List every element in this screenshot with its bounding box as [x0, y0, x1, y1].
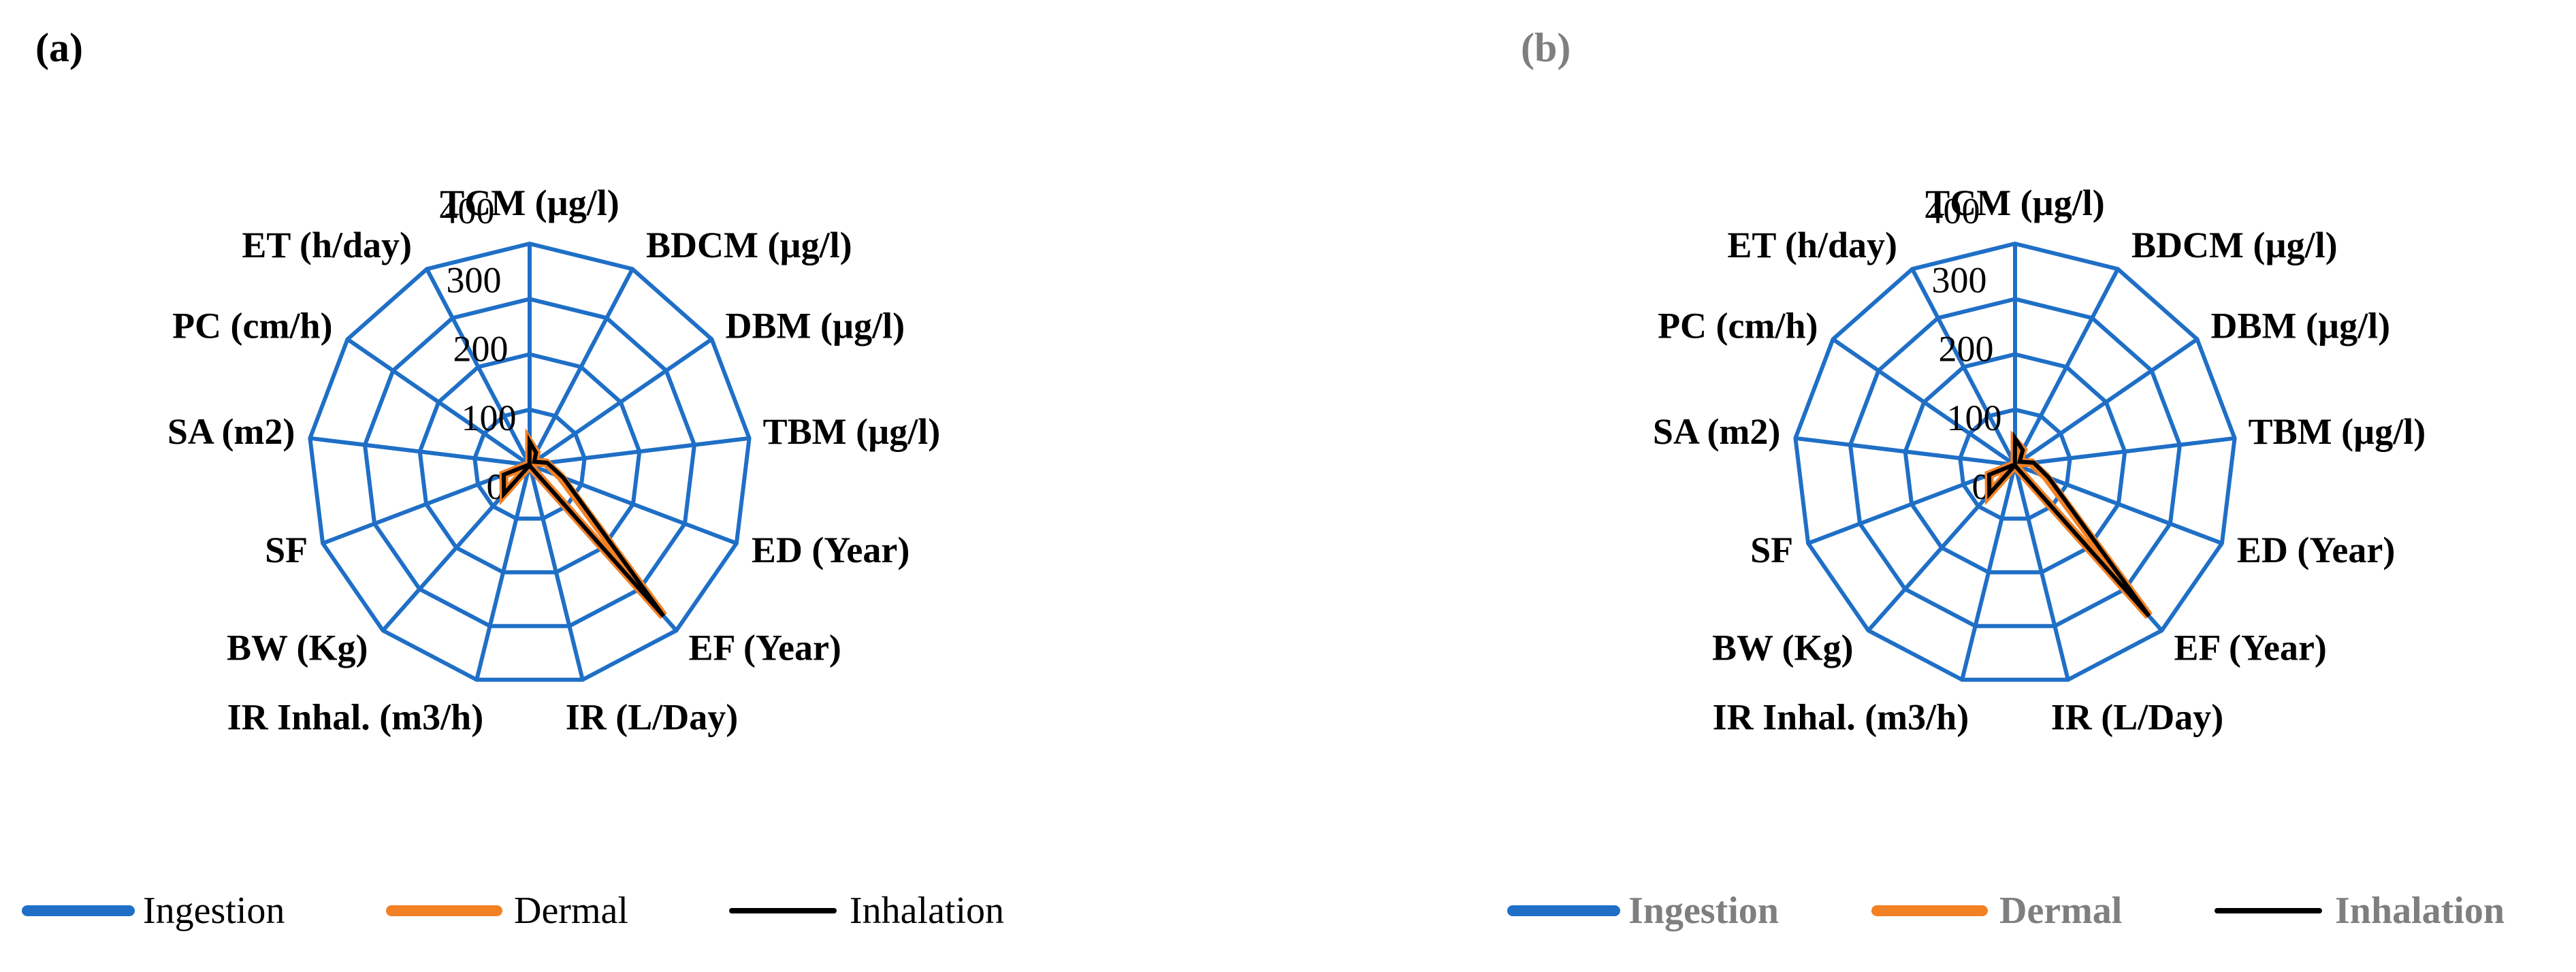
axis-category-label: IR Inhal. (m3/h) — [227, 697, 484, 738]
axis-category-label: SA (m2) — [167, 411, 295, 452]
legend-label-ingestion: Ingestion — [143, 890, 285, 932]
axis-category-label: EF (Year) — [689, 627, 841, 668]
axis-category-label: IR Inhal. (m3/h) — [1713, 697, 1969, 738]
grid-spoke — [2013, 464, 2070, 681]
axis-category-label: TBM (µg/l) — [763, 411, 941, 452]
grid-spoke — [346, 337, 531, 467]
grid-spoke — [1910, 268, 2017, 466]
radial-tick-label: 100 — [462, 398, 517, 438]
series-line-inhalation — [1986, 431, 2151, 617]
grid-spoke — [528, 268, 634, 466]
legend-label-inhalation: Inhalation — [850, 890, 1004, 932]
grid-ring — [1958, 407, 2072, 521]
grid-spoke — [528, 337, 713, 467]
axis-category-label: SA (m2) — [1653, 411, 1781, 452]
grid-spoke — [529, 436, 750, 467]
axis-category-label: BW (Kg) — [227, 627, 368, 668]
axis-category-label: BW (Kg) — [1712, 627, 1854, 668]
grid-ring — [472, 407, 587, 521]
axis-category-label: IR (L/Day) — [2051, 697, 2224, 738]
grid-ring — [1793, 241, 2237, 682]
grid-spoke — [1807, 463, 2016, 546]
radial-tick-label: 300 — [1932, 259, 1987, 300]
grid-spoke — [528, 464, 585, 681]
panel-label: (b) — [1521, 25, 1571, 70]
grid-ring — [1848, 297, 2183, 628]
grid-spoke — [310, 436, 530, 467]
grid-spoke — [2014, 436, 2235, 467]
axis-category-label: ED (Year) — [2237, 530, 2395, 570]
axis-category-label: TBM (µg/l) — [2249, 411, 2426, 452]
radial-tick-label: 200 — [1939, 329, 1994, 370]
axis-category-label: BDCM (µg/l) — [2131, 225, 2338, 265]
grid-ring — [1903, 352, 2127, 574]
axis-category-label: PC (cm/h) — [172, 305, 332, 346]
axis-category-label: PC (cm/h) — [1658, 305, 1818, 346]
axis-category-label: BDCM (µg/l) — [646, 225, 852, 265]
axis-category-label: DBM (µg/l) — [726, 305, 905, 346]
radial-tick-label: 400 — [440, 191, 495, 231]
legend-label-ingestion: Ingestion — [1628, 890, 1779, 932]
grid-spoke — [322, 463, 531, 546]
grid-spoke — [2013, 268, 2120, 466]
axis-category-label: SF — [1750, 530, 1793, 570]
grid-spoke — [1795, 436, 2016, 467]
axis-category-label: ET (h/day) — [242, 225, 412, 265]
axis-category-label: IR (L/Day) — [566, 697, 739, 738]
legend-label-dermal: Dermal — [1999, 890, 2122, 932]
grid-ring — [417, 352, 642, 574]
grid-spoke — [1831, 337, 2016, 467]
grid-ring — [362, 297, 697, 628]
radial-tick-label: 200 — [453, 329, 509, 370]
legend-label-inhalation: Inhalation — [2335, 890, 2505, 932]
legend-label-dermal: Dermal — [514, 890, 628, 932]
axis-category-label: ED (Year) — [752, 530, 909, 570]
grid-spoke — [1960, 464, 2017, 681]
radial-tick-label: 400 — [1925, 191, 1980, 231]
axis-category-label: SF — [265, 530, 308, 570]
axis-category-label: TCM (µg/l) — [1925, 182, 2105, 223]
axis-category-label: DBM (µg/l) — [2211, 305, 2391, 346]
radial-tick-label: 300 — [447, 259, 502, 300]
grid-spoke — [2014, 337, 2199, 467]
grid-spoke — [474, 464, 532, 681]
grid-spoke — [425, 268, 532, 466]
axis-category-label: ET (h/day) — [1727, 225, 1897, 265]
grid-ring — [308, 241, 752, 682]
axis-category-label: TCM (µg/l) — [440, 182, 619, 223]
axis-category-label: EF (Year) — [2174, 627, 2327, 668]
series-line-inhalation — [501, 434, 666, 617]
panel-label: (a) — [35, 25, 83, 70]
radial-tick-label: 100 — [1947, 398, 2002, 438]
